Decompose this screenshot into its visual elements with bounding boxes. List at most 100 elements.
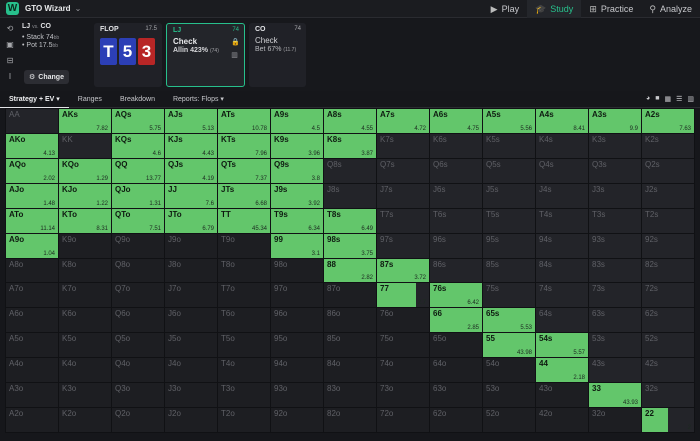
- table-icon[interactable]: ⊟: [6, 56, 14, 65]
- hand-cell-KQs[interactable]: KQs 4.6: [112, 133, 164, 158]
- hand-cell-Q8s[interactable]: Q8s: [324, 158, 376, 183]
- hand-cell-QJo[interactable]: QJo 1.31: [112, 183, 164, 208]
- hand-cell-Q9o[interactable]: Q9o: [112, 233, 164, 258]
- hand-cell-T9o[interactable]: T9o: [218, 233, 270, 258]
- hand-cell-K3o[interactable]: K3o: [59, 383, 111, 408]
- nav-analyze[interactable]: ⚲ Analyze: [641, 0, 700, 18]
- hand-cell-K4s[interactable]: K4s: [536, 133, 588, 158]
- text-cursor-icon[interactable]: I: [8, 72, 12, 81]
- hand-cell-99[interactable]: 99 3.1: [271, 233, 323, 258]
- hand-cell-62o[interactable]: 62o: [430, 408, 482, 432]
- hand-cell-74o[interactable]: 74o: [377, 358, 429, 383]
- hand-cell-A5s[interactable]: A5s 5.56: [483, 109, 535, 133]
- hand-cell-Q2s[interactable]: Q2s: [642, 158, 694, 183]
- co-action-card[interactable]: CO 74 Check Bet 67% (11.7): [249, 23, 306, 87]
- hand-cell-73o[interactable]: 73o: [377, 383, 429, 408]
- hand-cell-QJs[interactable]: QJs 4.19: [165, 158, 217, 183]
- change-button[interactable]: ⚙ Change: [24, 70, 69, 84]
- hand-cell-94s[interactable]: 94s: [536, 233, 588, 258]
- hand-cell-J9s[interactable]: J9s 3.92: [271, 183, 323, 208]
- hand-cell-97o[interactable]: 97o: [271, 283, 323, 308]
- hand-cell-83o[interactable]: 83o: [324, 383, 376, 408]
- hand-cell-54o[interactable]: 54o: [483, 358, 535, 383]
- hand-cell-85o[interactable]: 85o: [324, 333, 376, 358]
- hand-cell-63o[interactable]: 63o: [430, 383, 482, 408]
- hand-cell-Q9s[interactable]: Q9s 3.8: [271, 158, 323, 183]
- hand-cell-44[interactable]: 44 2.18: [536, 358, 588, 383]
- hand-cell-93s[interactable]: 93s: [589, 233, 641, 258]
- hand-cell-92s[interactable]: 92s: [642, 233, 694, 258]
- hand-cell-55[interactable]: 55 43.98: [483, 333, 535, 358]
- hand-cell-82s[interactable]: 82s: [642, 258, 694, 283]
- tab-breakdown[interactable]: Breakdown: [119, 95, 155, 103]
- hand-cell-52o[interactable]: 52o: [483, 408, 535, 432]
- hand-cell-AKo[interactable]: AKo 4.13: [6, 133, 58, 158]
- flop-card[interactable]: FLOP 17.5 T 5 3: [94, 23, 162, 87]
- hand-cell-73s[interactable]: 73s: [589, 283, 641, 308]
- hand-cell-K5s[interactable]: K5s: [483, 133, 535, 158]
- hand-cell-77[interactable]: 77 2.7: [377, 283, 429, 308]
- hand-cell-AQo[interactable]: AQo 2.02: [6, 158, 58, 183]
- hand-cell-A2s[interactable]: A2s 7.63: [642, 109, 694, 133]
- hand-cell-JTo[interactable]: JTo 6.79: [165, 208, 217, 233]
- hand-cell-72o[interactable]: 72o: [377, 408, 429, 432]
- book-icon[interactable]: ▥: [231, 52, 238, 59]
- hand-cell-32o[interactable]: 32o: [589, 408, 641, 432]
- hand-cell-QQ[interactable]: QQ 13.77: [112, 158, 164, 183]
- hand-cell-65s[interactable]: 65s 5.53: [483, 308, 535, 333]
- hand-cell-AJo[interactable]: AJo 1.48: [6, 183, 58, 208]
- nav-study[interactable]: 🎓 Study: [527, 0, 582, 18]
- hand-cell-52s[interactable]: 52s: [642, 333, 694, 358]
- hand-cell-KQo[interactable]: KQo 1.29: [59, 158, 111, 183]
- hand-cell-T9s[interactable]: T9s 6.34: [271, 208, 323, 233]
- lj-action-card[interactable]: LJ 74 Check Allin 423% (74) 🔒 ▥: [166, 23, 245, 87]
- hand-cell-93o[interactable]: 93o: [271, 383, 323, 408]
- chevron-down-icon[interactable]: ⌄: [74, 4, 82, 13]
- hand-cell-K3s[interactable]: K3s: [589, 133, 641, 158]
- hand-cell-87s[interactable]: 87s 3.72: [377, 258, 429, 283]
- hand-cell-KJo[interactable]: KJo 1.22: [59, 183, 111, 208]
- hand-cell-86o[interactable]: 86o: [324, 308, 376, 333]
- hand-cell-82o[interactable]: 82o: [324, 408, 376, 432]
- hand-cell-K6s[interactable]: K6s: [430, 133, 482, 158]
- hand-cell-22[interactable]: 22 2: [642, 408, 694, 432]
- hand-cell-K8s[interactable]: K8s 3.87: [324, 133, 376, 158]
- hand-cell-QTo[interactable]: QTo 7.51: [112, 208, 164, 233]
- hand-cell-66[interactable]: 66 2.85: [430, 308, 482, 333]
- hand-cell-K2o[interactable]: K2o: [59, 408, 111, 432]
- hand-cell-95s[interactable]: 95s: [483, 233, 535, 258]
- hand-cell-JTs[interactable]: JTs 6.68: [218, 183, 270, 208]
- hand-cell-J5s[interactable]: J5s: [483, 183, 535, 208]
- hand-cell-54s[interactable]: 54s 5.57: [536, 333, 588, 358]
- hand-cell-QTs[interactable]: QTs 7.37: [218, 158, 270, 183]
- hand-cell-62s[interactable]: 62s: [642, 308, 694, 333]
- hand-cell-J3o[interactable]: J3o: [165, 383, 217, 408]
- columns-icon[interactable]: ▥: [687, 96, 694, 103]
- hand-cell-J4s[interactable]: J4s: [536, 183, 588, 208]
- hand-cell-98s[interactable]: 98s 3.75: [324, 233, 376, 258]
- hand-cell-A3s[interactable]: A3s 9.9: [589, 109, 641, 133]
- hand-cell-97s[interactable]: 97s: [377, 233, 429, 258]
- hand-cell-Q3s[interactable]: Q3s: [589, 158, 641, 183]
- hand-cell-94o[interactable]: 94o: [271, 358, 323, 383]
- hand-cell-J3s[interactable]: J3s: [589, 183, 641, 208]
- square-icon[interactable]: ■: [655, 95, 660, 102]
- hand-cell-Q4o[interactable]: Q4o: [112, 358, 164, 383]
- save-icon[interactable]: ▣: [6, 40, 14, 49]
- hand-cell-K7s[interactable]: K7s: [377, 133, 429, 158]
- hand-cell-K4o[interactable]: K4o: [59, 358, 111, 383]
- hand-cell-Q8o[interactable]: Q8o: [112, 258, 164, 283]
- lock-icon[interactable]: 🔒: [231, 39, 240, 46]
- hand-cell-T4s[interactable]: T4s: [536, 208, 588, 233]
- hand-cell-K5o[interactable]: K5o: [59, 333, 111, 358]
- hand-cell-Q3o[interactable]: Q3o: [112, 383, 164, 408]
- list-icon[interactable]: ☰: [676, 96, 683, 103]
- hand-cell-A9s[interactable]: A9s 4.5: [271, 109, 323, 133]
- tab-ranges[interactable]: Ranges: [77, 95, 102, 103]
- hand-cell-96o[interactable]: 96o: [271, 308, 323, 333]
- hand-cell-T5s[interactable]: T5s: [483, 208, 535, 233]
- hand-cell-A7s[interactable]: A7s 4.72: [377, 109, 429, 133]
- hand-cell-Q7s[interactable]: Q7s: [377, 158, 429, 183]
- hand-cell-Q5s[interactable]: Q5s: [483, 158, 535, 183]
- hand-cell-75o[interactable]: 75o: [377, 333, 429, 358]
